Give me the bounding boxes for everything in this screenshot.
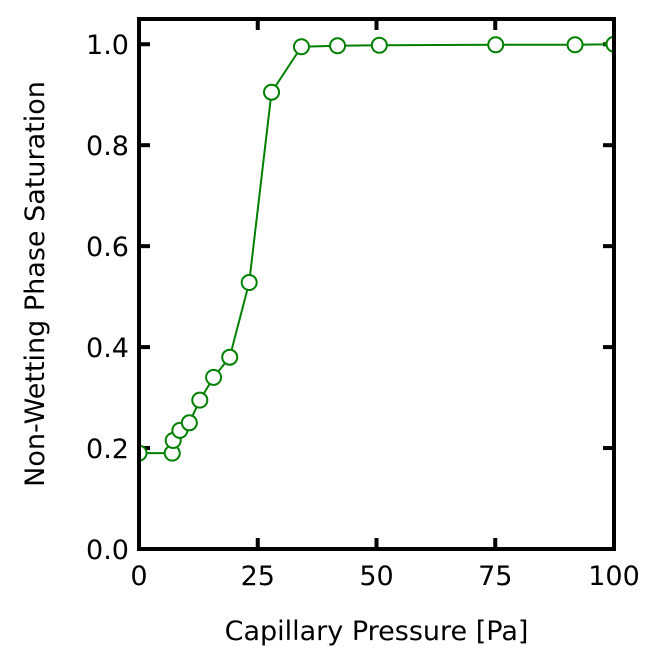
- plot-frame: [137, 17, 616, 551]
- x-tick-label: 50: [359, 561, 393, 592]
- data-point-marker: [180, 414, 198, 432]
- y-tick-label: 0.2: [86, 434, 129, 465]
- y-tick-label: 1.0: [86, 30, 129, 61]
- y-tick-label: 0.0: [86, 535, 129, 566]
- x-tick-label: 100: [588, 561, 640, 592]
- data-point-marker: [370, 36, 388, 54]
- data-point-marker: [566, 36, 584, 54]
- data-point-marker: [487, 36, 505, 54]
- x-tick-label: 25: [241, 561, 275, 592]
- series-line: [139, 43, 614, 455]
- x-tick-label: 0: [130, 561, 147, 592]
- data-point-marker: [263, 83, 281, 101]
- x-axis-title: Capillary Pressure [Pa]: [225, 616, 529, 647]
- data-point-marker: [329, 37, 347, 55]
- y-axis-title: Non-Wetting Phase Saturation: [20, 81, 51, 487]
- x-tick-label: 75: [478, 561, 512, 592]
- y-tick-label: 0.8: [86, 131, 129, 162]
- tick-labels: 0 25 50 75 100 0.0 0.2 0.4 0.6 0.8 1.0: [86, 30, 640, 592]
- y-tick-label: 0.6: [86, 232, 129, 263]
- data-point-marker: [240, 273, 258, 291]
- data-point-marker: [292, 38, 310, 56]
- axis-ticks: [137, 19, 616, 551]
- data-series: [139, 35, 614, 462]
- data-point-marker: [205, 368, 223, 386]
- data-point-marker: [191, 391, 209, 409]
- data-point-marker: [221, 348, 239, 366]
- y-tick-label: 0.4: [86, 333, 129, 364]
